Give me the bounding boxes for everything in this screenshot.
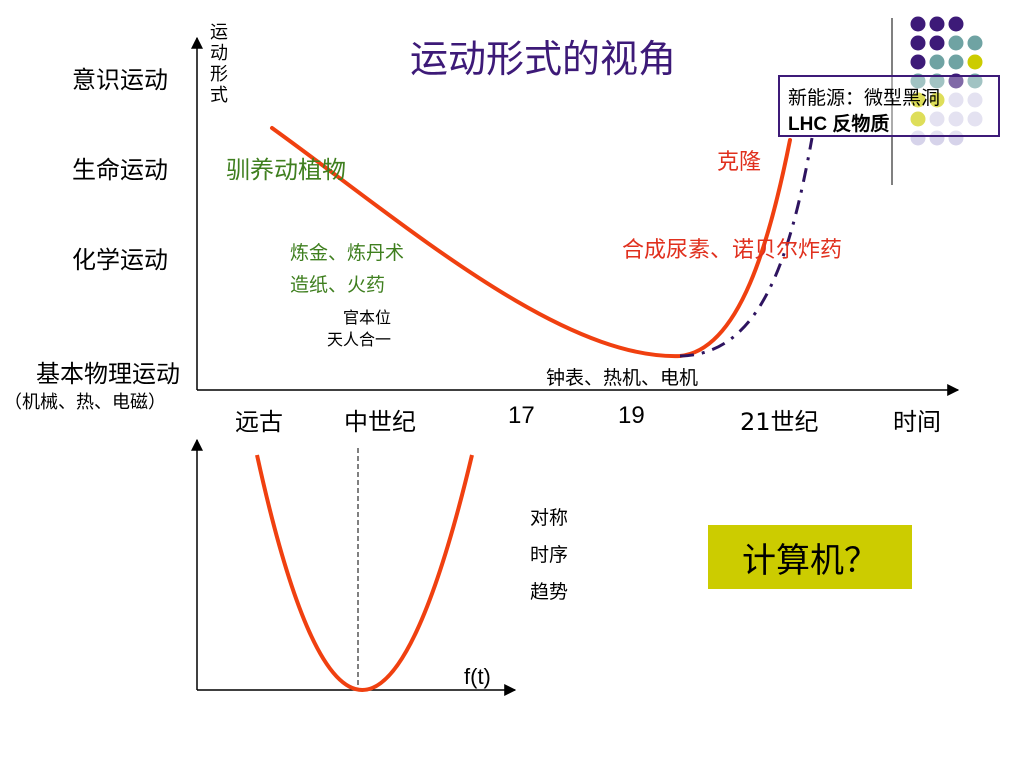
decor-dot xyxy=(910,92,926,108)
annotation-synthesis: 合成尿素、诺贝尔炸药 xyxy=(622,238,843,263)
decor-dot xyxy=(929,73,945,89)
decor-dot xyxy=(929,92,945,108)
feature-sequence: 时序 xyxy=(530,544,569,566)
ft-label: f(t) xyxy=(464,664,491,689)
decor-dot xyxy=(910,73,926,89)
decor-dot xyxy=(910,111,926,127)
decorative-dot-grid xyxy=(910,16,983,146)
x-label-medieval: 中世纪 xyxy=(344,408,416,436)
decor-dot xyxy=(910,16,926,32)
decor-dot xyxy=(929,54,945,70)
annotation-alchemy-1: 炼金、炼丹术 xyxy=(290,242,405,264)
decor-dot xyxy=(967,111,983,127)
x-label-19: 19 xyxy=(618,402,645,429)
x-label-17: 17 xyxy=(508,402,535,429)
level-physical-sub: （机械、热、电磁） xyxy=(4,392,166,413)
page-title: 运动形式的视角 xyxy=(410,37,677,81)
x-label-time: 时间 xyxy=(893,408,941,436)
computer-label: 计算机？ xyxy=(742,540,878,581)
decor-dot xyxy=(929,35,945,51)
decor-dot xyxy=(910,54,926,70)
level-chemical: 化学运动 xyxy=(72,246,168,274)
decor-dot xyxy=(967,92,983,108)
decor-dot xyxy=(948,35,964,51)
parabola-curve xyxy=(255,454,474,692)
decor-dot xyxy=(910,35,926,51)
decor-dot xyxy=(948,111,964,127)
decor-dot xyxy=(929,130,945,146)
x-label-ancient: 远古 xyxy=(235,408,283,436)
feature-symmetry: 对称 xyxy=(530,507,569,529)
history-curve xyxy=(270,126,792,359)
feature-trend: 趋势 xyxy=(530,581,569,603)
annotation-cloning: 克隆 xyxy=(717,150,762,175)
annotation-officialdom-1: 官本位 xyxy=(343,308,392,327)
decor-dot xyxy=(948,130,964,146)
computer-callout: 计算机？ xyxy=(708,525,912,589)
level-consciousness: 意识运动 xyxy=(72,66,168,94)
decor-dot xyxy=(929,16,945,32)
decor-dot xyxy=(948,92,964,108)
decor-dot xyxy=(948,73,964,89)
new-energy-line-1: 新能源：微型黑洞 xyxy=(788,87,941,109)
decor-dot xyxy=(967,73,983,89)
decor-dot xyxy=(967,35,983,51)
new-energy-line-2: LHC 反物质 xyxy=(788,114,890,135)
decor-dot xyxy=(967,54,983,70)
decor-dot xyxy=(948,16,964,32)
annotation-domestication: 驯养动植物 xyxy=(226,156,346,184)
decor-dot xyxy=(910,130,926,146)
new-energy-box: 新能源：微型黑洞 LHC 反物质 xyxy=(778,75,1000,137)
x-label-21: 21世纪 xyxy=(740,408,819,436)
vertical-axis-title: 运动形式 xyxy=(210,22,228,106)
annotation-alchemy-2: 造纸、火药 xyxy=(290,274,386,296)
annotation-officialdom-2: 天人合一 xyxy=(327,330,392,349)
decor-dot xyxy=(929,111,945,127)
decor-dot xyxy=(948,54,964,70)
level-life: 生命运动 xyxy=(72,156,168,184)
annotation-machines: 钟表、热机、电机 xyxy=(546,367,699,389)
level-physical: 基本物理运动 xyxy=(36,360,180,388)
